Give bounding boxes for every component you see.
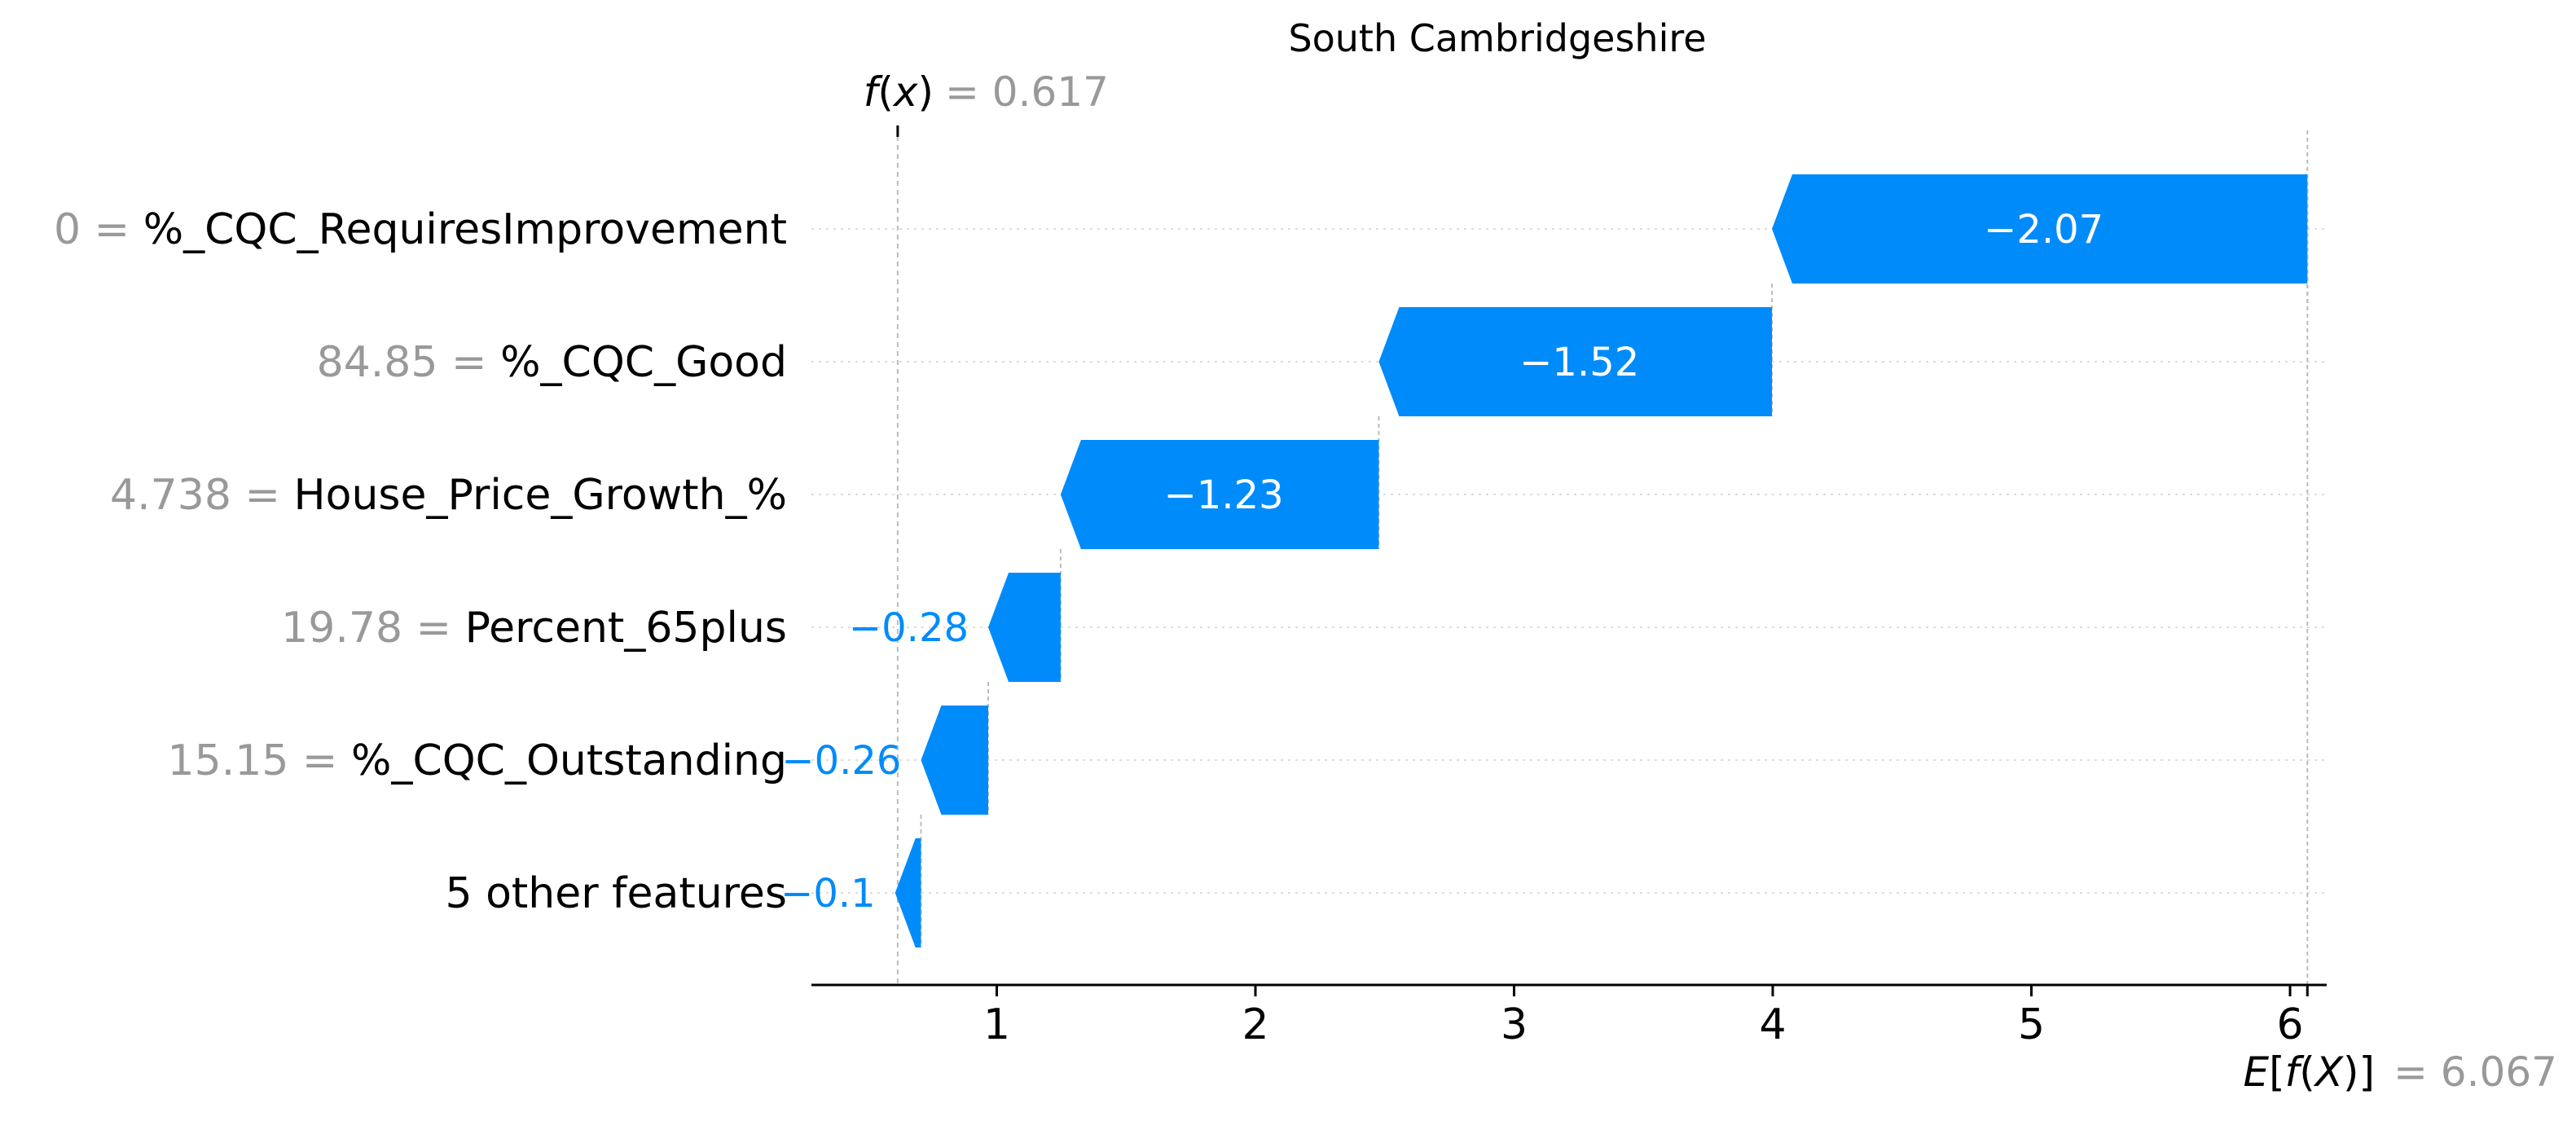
chart-title: South Cambridgeshire [1288, 16, 1706, 60]
feature-name: %_CQC_RequiresImprovement [143, 205, 787, 254]
feature-name: House_Price_Growth_% [294, 471, 787, 520]
bar-2 [1060, 440, 1379, 549]
feature-label: 19.78 = Percent_65plus [281, 604, 787, 653]
fx-eq: = [945, 68, 992, 116]
bar-4 [921, 706, 989, 815]
feature-value: 15.15 = [168, 736, 352, 785]
efx-annotation: E[f(X)] = 6.067 [2243, 1048, 2556, 1096]
feature-value: 84.85 = [317, 338, 501, 387]
feature-value: 19.78 = [281, 604, 465, 653]
efx-bracket: [ [2269, 1048, 2285, 1096]
feature-name: 5 other features [445, 869, 787, 918]
x-tick-label: 3 [1501, 1000, 1528, 1049]
efx-paren: ( [2299, 1048, 2315, 1096]
efx-label: E [2243, 1048, 2269, 1096]
x-tick-label: 5 [2018, 1000, 2045, 1049]
feature-labels: −2.07 0 = %_CQC_RequiresImprovement −1.52 8… [54, 205, 2103, 918]
feature-label: 0 = %_CQC_RequiresImprovement [54, 205, 787, 254]
bar-value-label: −1.52 [1519, 340, 1639, 385]
feature-label: 84.85 = %_CQC_Good [317, 338, 787, 387]
feature-value: 0 = [54, 205, 143, 254]
x-tick-label: 4 [1759, 1000, 1786, 1049]
efx-number: 6.067 [2441, 1048, 2557, 1096]
feature-name: Percent_65plus [465, 604, 787, 653]
fx-paren-close: ) [917, 68, 934, 116]
fx-value: = 0.617 [945, 68, 1109, 116]
bars [895, 174, 2308, 947]
bar-value-label: −1.23 [1164, 473, 1284, 518]
feature-label: 15.15 = %_CQC_Outstanding [168, 736, 787, 785]
x-tick-label: 1 [983, 1000, 1010, 1049]
fx-number: 0.617 [992, 68, 1109, 116]
bar-1 [1378, 307, 1773, 416]
bar-value-label: −0.1 [780, 871, 876, 917]
feature-label: 5 other features [445, 869, 787, 918]
fx-label-text: f(x) [864, 68, 934, 116]
fx-annotation: f(x) = 0.617 [864, 68, 1109, 137]
x-axis: 1 2 3 4 5 6 [811, 983, 2327, 1049]
bar-value-label: −0.26 [781, 738, 901, 784]
bar-0 [1772, 174, 2308, 284]
feature-name: %_CQC_Good [500, 338, 787, 387]
feature-value: 4.738 = [110, 471, 294, 520]
efx-close: )] [2343, 1048, 2375, 1096]
x-tick-label: 6 [2276, 1000, 2303, 1049]
bar-5 [895, 838, 921, 947]
bar-value-label: −0.28 [849, 605, 969, 651]
efx-var: X [2313, 1048, 2345, 1096]
efx-eq: = [2394, 1048, 2441, 1096]
feature-label: 4.738 = House_Price_Growth_% [110, 471, 787, 520]
fx-paren: ( [877, 68, 894, 116]
efx-label-text: E[f(X)] [2243, 1048, 2375, 1096]
x-tick-label: 2 [1242, 1000, 1268, 1049]
bar-3 [988, 573, 1061, 682]
fx-var: x [892, 68, 918, 116]
bar-value-label: −2.07 [1984, 207, 2103, 253]
feature-name: %_CQC_Outstanding [351, 736, 787, 785]
efx-value: = 6.067 [2394, 1048, 2557, 1096]
